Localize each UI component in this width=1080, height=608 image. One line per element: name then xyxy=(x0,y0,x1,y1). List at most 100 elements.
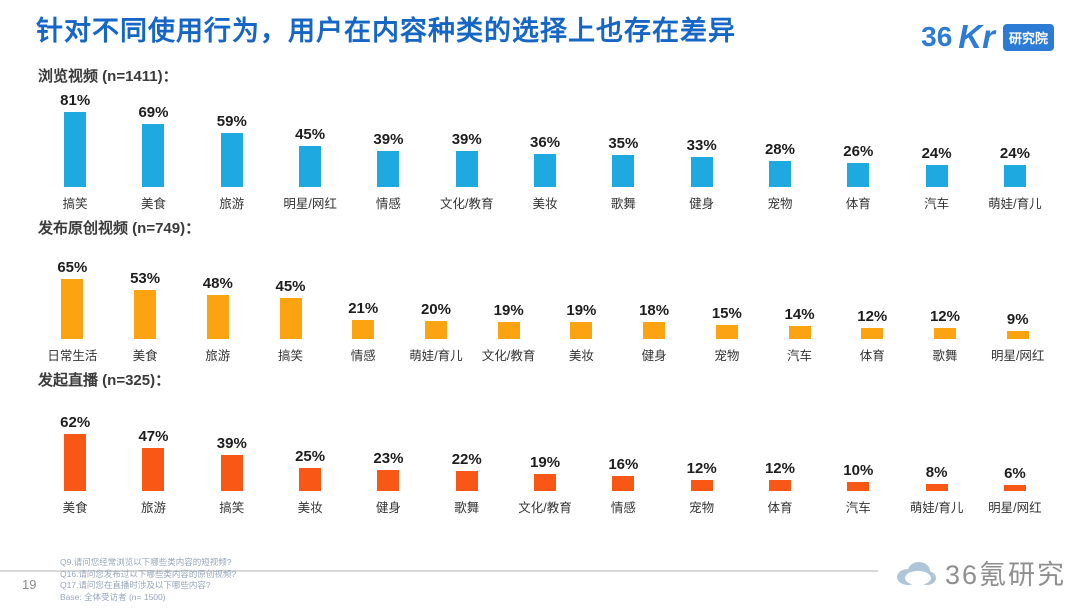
bar xyxy=(299,468,322,491)
bar xyxy=(768,480,791,491)
category-label: 宠物 xyxy=(689,501,715,515)
bar-group: 69% 美食 xyxy=(114,88,192,211)
bar xyxy=(690,480,713,491)
category-label: 美妆 xyxy=(568,349,594,363)
bar-group: 15% 宠物 xyxy=(690,240,763,363)
bar xyxy=(424,321,447,339)
value-label: 21% xyxy=(348,300,379,317)
brand-logo: 36 Kr 研究院 xyxy=(921,18,1054,56)
value-label: 47% xyxy=(138,428,169,445)
category-label: 萌娃/育儿 xyxy=(409,349,463,363)
bar xyxy=(299,146,322,187)
bar-group: 9% 明星/网红 xyxy=(981,240,1054,363)
value-label: 59% xyxy=(216,113,247,130)
category-label: 宠物 xyxy=(714,349,740,363)
bar xyxy=(768,161,791,187)
bar-group: 19% 文化/教育 xyxy=(472,240,545,363)
category-label: 歌舞 xyxy=(610,197,636,211)
bar-group: 48% 旅游 xyxy=(181,240,254,363)
bar xyxy=(455,471,478,491)
bar xyxy=(206,295,229,339)
footnote-line: Base: 全体受访者 (n= 1500) xyxy=(60,591,166,602)
watermark: 36氪研究 xyxy=(894,553,1066,592)
value-label: 22% xyxy=(451,451,482,468)
bar xyxy=(142,448,165,491)
bar xyxy=(690,157,713,187)
value-label: 69% xyxy=(138,104,169,121)
bar-group: 24% 萌娃/育儿 xyxy=(976,88,1054,211)
category-label: 搞笑 xyxy=(219,501,245,515)
bar-group: 23% 健身 xyxy=(349,392,427,515)
value-label: 25% xyxy=(295,448,326,465)
chart-title: 发布原创视频 (n=749)： xyxy=(38,220,201,237)
value-label: 62% xyxy=(60,414,91,431)
bar-group: 39% 情感 xyxy=(349,88,427,211)
bar xyxy=(377,470,400,491)
category-label: 日常生活 xyxy=(47,349,98,363)
category-label: 汽车 xyxy=(845,501,871,515)
value-label: 65% xyxy=(57,259,88,276)
value-label: 23% xyxy=(373,450,404,467)
bar-group: 19% 美妆 xyxy=(545,240,618,363)
bar-row: 62% 美食 47% 旅游 39% 搞笑 25% 美妆 23% 健身 22% 歌舞 19% 文化/教育 16… xyxy=(36,392,1054,515)
category-label: 萌娃/育儿 xyxy=(988,197,1042,211)
category-label: 明星/网红 xyxy=(990,349,1045,363)
bar-group: 39% 搞笑 xyxy=(193,392,271,515)
bar-group: 26% 体育 xyxy=(819,88,897,211)
bar-group: 45% 搞笑 xyxy=(254,240,327,363)
value-label: 9% xyxy=(1006,311,1029,328)
footnote-line: Q17.请问您在直播时涉及以下哪些内容? xyxy=(60,580,211,591)
value-label: 18% xyxy=(639,302,670,319)
value-label: 10% xyxy=(843,462,874,479)
category-label: 旅游 xyxy=(205,349,231,363)
bar xyxy=(279,298,302,339)
bar xyxy=(847,482,870,491)
category-label: 文化/教育 xyxy=(518,501,572,515)
bar xyxy=(534,474,557,491)
bar xyxy=(925,165,948,187)
watermark-text: 36氪研究 xyxy=(944,560,1066,590)
bar-group: 10% 汽车 xyxy=(819,392,897,515)
bar-group: 45% 明星/网红 xyxy=(271,88,349,211)
bar-group: 12% 体育 xyxy=(836,240,909,363)
value-label: 14% xyxy=(784,306,815,323)
bar-group: 12% 体育 xyxy=(741,392,819,515)
bar-group: 62% 美食 xyxy=(36,392,114,515)
bar xyxy=(1003,165,1026,187)
bar-group: 47% 旅游 xyxy=(114,392,192,515)
category-label: 健身 xyxy=(689,197,715,211)
value-label: 12% xyxy=(929,308,960,325)
category-label: 美妆 xyxy=(532,197,558,211)
value-label: 24% xyxy=(999,145,1030,162)
category-label: 美妆 xyxy=(297,501,323,515)
category-label: 萌娃/育儿 xyxy=(909,501,964,515)
value-label: 33% xyxy=(686,137,717,154)
bar xyxy=(570,322,593,339)
bar-group: 39% 文化/教育 xyxy=(428,88,506,211)
bar-group: 12% 宠物 xyxy=(663,392,741,515)
category-label: 美食 xyxy=(140,197,166,211)
bar xyxy=(134,290,157,339)
bar xyxy=(497,322,520,339)
value-label: 39% xyxy=(451,131,482,148)
logo-number: 36 xyxy=(921,21,953,52)
bar-group: 19% 文化/教育 xyxy=(506,392,584,515)
page-title: 针对不同使用行为，用户在内容种类的选择上也存在差异 xyxy=(36,16,736,46)
category-label: 美食 xyxy=(132,349,158,363)
category-label: 汽车 xyxy=(787,349,813,363)
value-label: 19% xyxy=(566,302,597,319)
category-label: 歌舞 xyxy=(454,501,480,515)
category-label: 体育 xyxy=(859,349,885,363)
footnote-line: Q9.请问您经常浏览以下哪些类内容的短视频? xyxy=(60,557,232,568)
category-label: 搞笑 xyxy=(62,197,88,211)
bar xyxy=(142,124,165,187)
value-label: 8% xyxy=(925,464,948,481)
category-label: 健身 xyxy=(375,501,401,515)
value-label: 19% xyxy=(493,302,524,319)
header: 针对不同使用行为，用户在内容种类的选择上也存在差异 36 Kr 研究院 xyxy=(0,0,1080,56)
bar xyxy=(64,434,87,491)
value-label: 28% xyxy=(764,141,795,158)
bar-group: 14% 汽车 xyxy=(763,240,836,363)
category-label: 情感 xyxy=(375,197,401,211)
value-label: 15% xyxy=(711,305,742,322)
